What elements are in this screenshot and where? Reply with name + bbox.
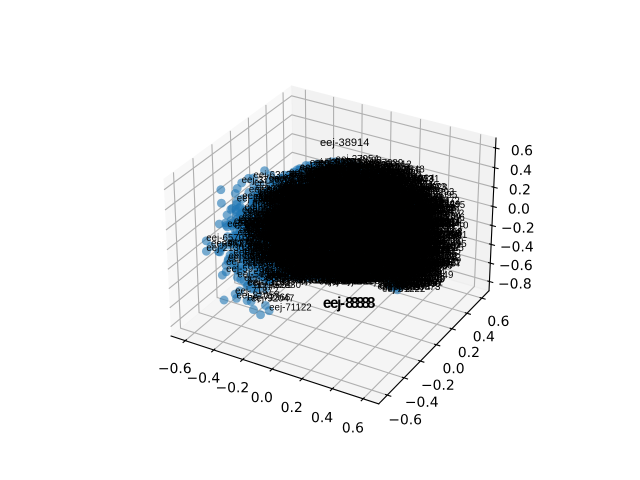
svg-text:eej-71122: eej-71122	[269, 303, 312, 314]
